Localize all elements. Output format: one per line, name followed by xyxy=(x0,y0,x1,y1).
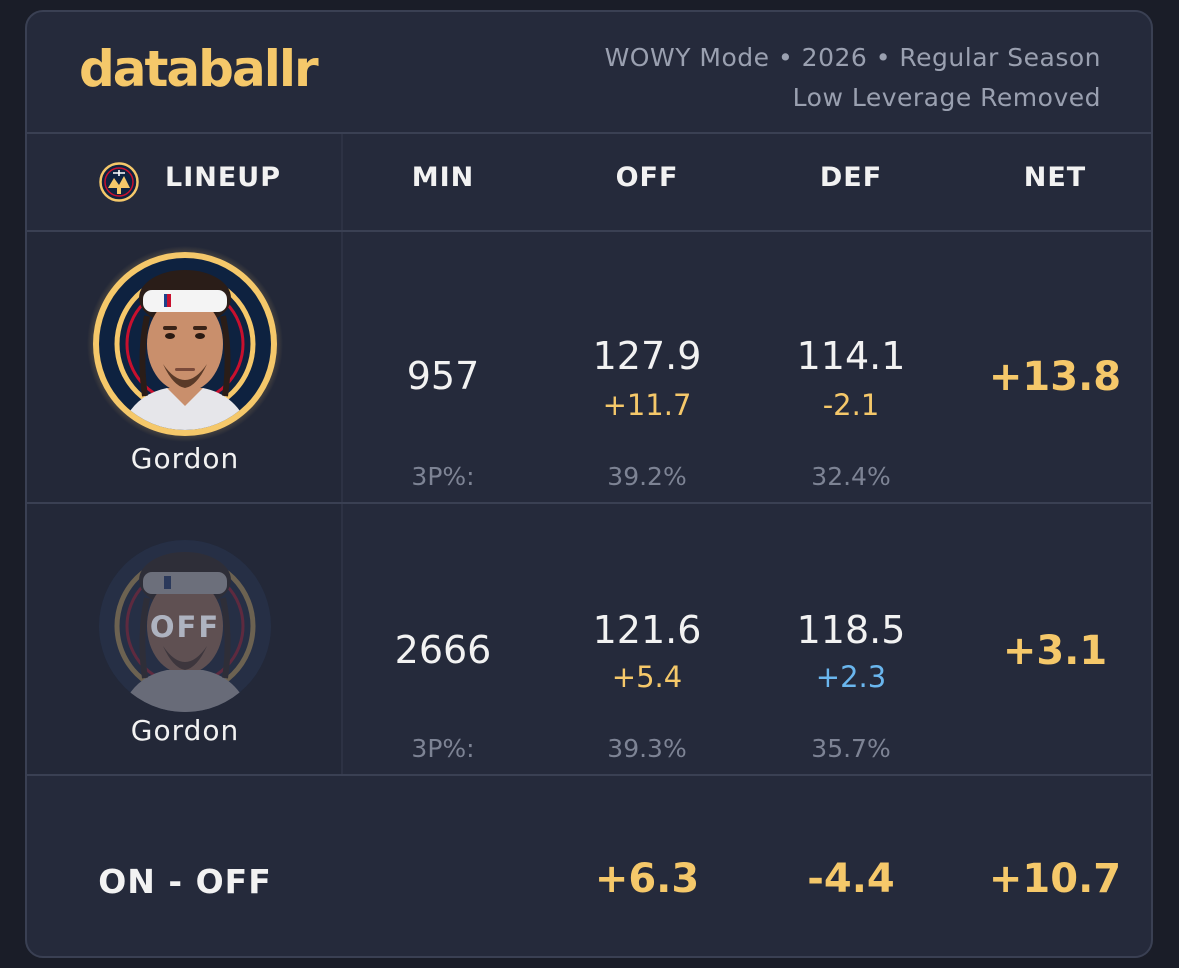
player-name-on: Gordon xyxy=(130,442,240,475)
column-headers: LINEUP MIN OFF DEF NET xyxy=(27,134,1151,232)
min-header: MIN xyxy=(411,162,475,193)
on-off-off: +6.3 xyxy=(594,856,700,902)
card-header: databallr WOWY Mode • 2026 • Regular Sea… xyxy=(27,12,1151,134)
lineup-header: LINEUP xyxy=(165,162,282,193)
net-rating: +13.8 xyxy=(988,354,1122,400)
databallr-logo: databallr xyxy=(79,40,319,98)
off-diff: +5.4 xyxy=(611,660,683,694)
table-row-on: Gordon 957 127.9 +11.7 114.1 -2.1 +13.8 … xyxy=(27,232,1151,504)
def-diff: +2.3 xyxy=(815,660,887,694)
on-off-def: -4.4 xyxy=(807,856,895,902)
off-threep: 39.2% xyxy=(607,462,687,491)
off-rating: 127.9 xyxy=(592,334,702,378)
on-off-net: +10.7 xyxy=(988,856,1122,902)
net-header: NET xyxy=(1023,162,1087,193)
off-diff: +11.7 xyxy=(602,388,692,422)
on-off-row: ON - OFF +6.3 -4.4 +10.7 xyxy=(27,776,1151,956)
def-diff: -2.1 xyxy=(822,388,880,422)
threep-label: 3P%: xyxy=(411,462,475,491)
lineup-header-cell: LINEUP xyxy=(27,134,343,230)
def-threep: 35.7% xyxy=(811,734,891,763)
net-rating: +3.1 xyxy=(1002,628,1108,674)
def-rating: 114.1 xyxy=(796,334,906,378)
leverage-line: Low Leverage Removed xyxy=(792,83,1101,112)
player-headshot-on xyxy=(87,246,283,442)
def-rating: 118.5 xyxy=(796,608,906,652)
off-header: OFF xyxy=(615,162,679,193)
table-row-off: OFF Gordon 2666 121.6 +5.4 118.5 +2.3 +3… xyxy=(27,504,1151,776)
off-threep: 39.3% xyxy=(607,734,687,763)
min-value: 2666 xyxy=(394,628,492,672)
player-cell-on: Gordon xyxy=(27,232,343,502)
mode-info: WOWY Mode • 2026 • Regular Season Low Le… xyxy=(605,38,1101,118)
mode-line: WOWY Mode • 2026 • Regular Season xyxy=(604,43,1101,72)
def-header: DEF xyxy=(819,162,883,193)
player-name-off: Gordon xyxy=(130,714,240,747)
min-value: 957 xyxy=(406,354,480,398)
nuggets-logo-icon xyxy=(99,162,139,202)
wowy-card: databallr WOWY Mode • 2026 • Regular Sea… xyxy=(25,10,1153,958)
on-off-label: ON - OFF xyxy=(98,862,272,901)
def-threep: 32.4% xyxy=(811,462,891,491)
threep-label: 3P%: xyxy=(411,734,475,763)
off-badge: OFF xyxy=(150,610,220,644)
player-cell-off: OFF Gordon xyxy=(27,504,343,774)
off-rating: 121.6 xyxy=(592,608,702,652)
player-headshot-off: OFF xyxy=(99,540,271,712)
